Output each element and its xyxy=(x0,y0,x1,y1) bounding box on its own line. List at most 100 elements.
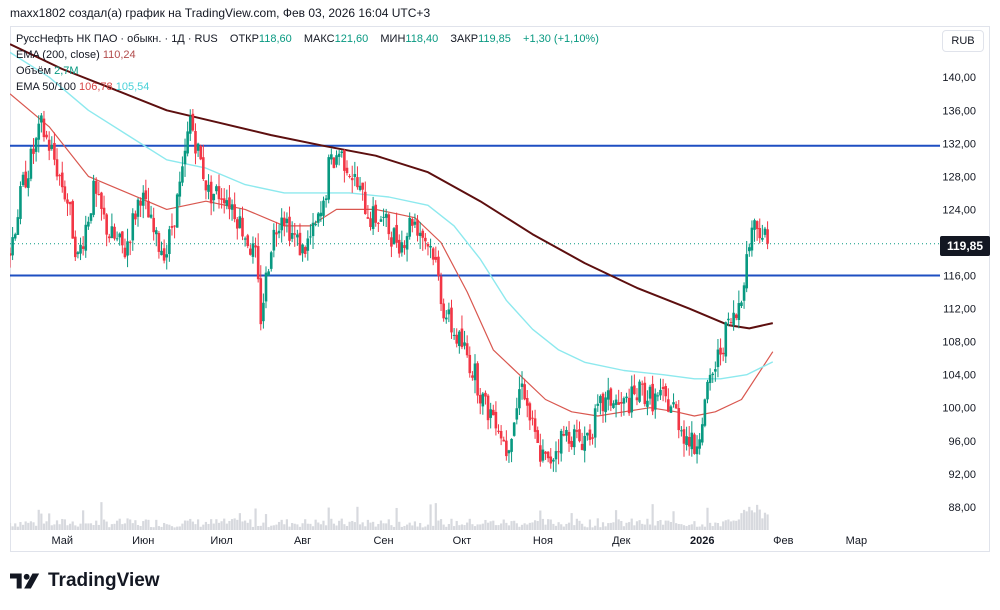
price-chart[interactable]: 140,00136,00132,00128,00124,00120,00116,… xyxy=(10,26,990,552)
volume-bar xyxy=(123,523,127,530)
volume-bar xyxy=(176,526,179,530)
candle-body xyxy=(275,232,278,235)
candle-body xyxy=(225,200,229,206)
candle-body xyxy=(444,317,448,320)
candle-body xyxy=(343,150,346,171)
volume-bar xyxy=(763,512,767,530)
volume-bar xyxy=(426,524,430,530)
volume-bar xyxy=(622,526,626,530)
candle-body xyxy=(147,200,150,218)
volume-bar xyxy=(742,509,746,530)
candle-body xyxy=(162,248,166,261)
legend-ema200-row[interactable]: EMA (200, close) 110,24 xyxy=(16,47,599,63)
volume-bar xyxy=(620,520,623,530)
y-tick-label: 136,00 xyxy=(942,105,976,117)
candle-body xyxy=(559,430,563,454)
candle-body xyxy=(301,244,304,254)
candle-body xyxy=(734,314,738,319)
volume-bar xyxy=(21,524,25,530)
volume-bar xyxy=(492,520,495,530)
volume-bar xyxy=(71,521,74,530)
candle-body xyxy=(677,408,681,431)
volume-bar xyxy=(641,523,644,530)
candle-body xyxy=(552,459,555,462)
volume-bar xyxy=(42,523,46,530)
candle-body xyxy=(755,221,759,230)
volume-bar xyxy=(643,524,646,530)
volume-bar xyxy=(288,526,291,530)
candle-body xyxy=(251,243,255,257)
candle-body xyxy=(139,200,142,206)
volume-bar xyxy=(442,524,445,530)
candle-body xyxy=(363,191,367,215)
volume-bar xyxy=(183,520,187,530)
candle-body xyxy=(426,244,430,247)
volume-bar xyxy=(664,520,667,530)
volume-bar xyxy=(753,512,756,530)
candle-body xyxy=(345,167,349,174)
volume-bar xyxy=(661,524,665,530)
candle-body xyxy=(599,396,602,404)
candle-body xyxy=(371,206,375,230)
candle-body xyxy=(366,217,370,219)
volume-bar xyxy=(291,522,294,530)
candle-body xyxy=(37,123,41,140)
currency-button[interactable]: RUB xyxy=(942,30,984,52)
volume-bar xyxy=(455,520,458,530)
volume-bar xyxy=(170,526,174,530)
volume-bar xyxy=(489,521,492,530)
volume-bar xyxy=(575,518,578,530)
candle-body xyxy=(32,148,35,154)
candle-body xyxy=(418,232,422,237)
y-tick-label: 108,00 xyxy=(942,337,976,349)
volume-bar xyxy=(275,524,278,530)
candle-body xyxy=(546,451,550,459)
candle-body xyxy=(306,238,310,251)
volume-bar xyxy=(520,524,524,530)
volume-bar xyxy=(690,524,693,530)
volume-bar xyxy=(246,522,249,530)
candle-body xyxy=(669,406,673,413)
legend-symbol[interactable]: РуссНефть НК ПАО · обыкн. · 1Д · RUS xyxy=(16,33,218,45)
volume-bar xyxy=(272,525,275,530)
candle-body xyxy=(204,180,208,191)
candle-body xyxy=(165,254,169,258)
candle-body xyxy=(330,154,333,160)
volume-bar xyxy=(557,522,560,530)
candle-body xyxy=(387,214,391,235)
candle-body xyxy=(507,450,511,454)
candle-body xyxy=(447,309,451,315)
candle-body xyxy=(249,248,252,255)
volume-bar xyxy=(609,522,612,530)
volume-bar xyxy=(270,525,273,530)
candle-body xyxy=(71,201,74,239)
candle-body xyxy=(207,184,210,192)
candle-body xyxy=(606,390,610,400)
volume-bar xyxy=(16,526,19,530)
candle-body xyxy=(695,446,699,455)
candle-body xyxy=(450,307,453,333)
volume-bar xyxy=(536,521,539,530)
candle-body xyxy=(505,440,508,457)
candle-body xyxy=(458,331,461,346)
candle-body xyxy=(209,181,213,204)
volume-bar xyxy=(654,525,657,530)
candle-body xyxy=(465,343,469,356)
legend-volume-row[interactable]: Объём 2,7M xyxy=(16,63,599,79)
volume-bar xyxy=(225,523,228,530)
volume-bar xyxy=(338,520,341,530)
candle-body xyxy=(66,199,69,204)
volume-bar xyxy=(554,525,558,530)
volume-bar xyxy=(494,525,497,530)
volume-bar xyxy=(651,504,654,530)
candle-body xyxy=(128,241,132,243)
volume-bar xyxy=(330,518,333,530)
tradingview-logo[interactable]: TradingView xyxy=(10,570,160,592)
volume-bar xyxy=(421,527,424,530)
legend-ema50-100-row[interactable]: EMA 50/100 106,78 105,54 xyxy=(16,79,599,95)
candle-body xyxy=(170,226,174,228)
volume-bar xyxy=(714,522,717,530)
volume-bar xyxy=(387,519,390,530)
volume-bar xyxy=(293,523,296,530)
volume-bar xyxy=(544,524,547,530)
